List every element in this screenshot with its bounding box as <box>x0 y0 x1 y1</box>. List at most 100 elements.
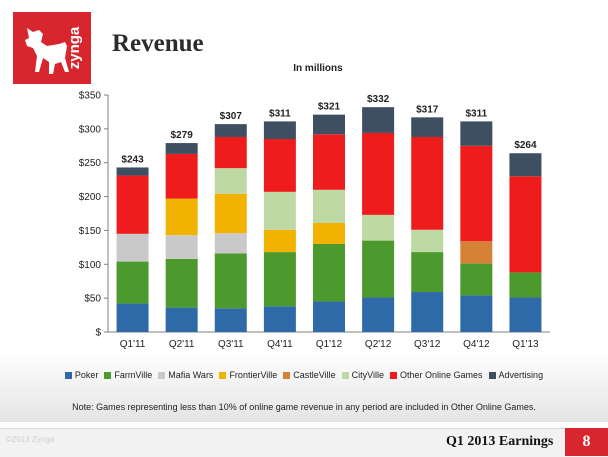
bar-segment <box>313 114 345 135</box>
bar-segment <box>214 193 247 234</box>
legend-swatch <box>283 371 291 379</box>
legend-label: Mafia Wars <box>168 370 214 380</box>
x-tick-label: Q4'11 <box>267 339 293 350</box>
bar-segment <box>165 198 198 236</box>
bar-segment <box>313 301 345 332</box>
total-label: $279 <box>171 130 194 141</box>
bar-segment <box>263 139 296 192</box>
x-tick-label: Q4'12 <box>463 339 490 350</box>
bar-segment <box>165 307 198 332</box>
total-label: $311 <box>269 108 291 119</box>
bottom-bar <box>0 428 608 457</box>
zynga-dog-icon: zynga <box>25 26 83 74</box>
legend-item: FrontierVille <box>219 370 277 380</box>
bar-segment <box>509 297 542 332</box>
x-tick-label: Q3'12 <box>414 339 441 350</box>
legend-label: Poker <box>74 370 99 380</box>
bar-segment <box>362 297 395 332</box>
x-tick-label: Q3'11 <box>218 339 244 350</box>
bar-segment <box>362 107 395 133</box>
y-tick-label: $300 <box>79 124 102 135</box>
x-tick-label: Q2'12 <box>365 339 392 350</box>
bar-segment <box>165 153 198 199</box>
x-tick-label: Q1'13 <box>512 339 539 350</box>
legend-label: CityVille <box>351 370 384 380</box>
legend-swatch <box>104 371 112 379</box>
total-label: $321 <box>318 102 341 113</box>
total-label: $311 <box>465 108 487 119</box>
logo-text: zynga <box>66 26 83 69</box>
y-tick-label: $250 <box>79 158 102 169</box>
bar-segment <box>263 229 296 253</box>
legend-label: Advertising <box>498 370 544 380</box>
y-tick-label: $200 <box>79 192 102 203</box>
bar-segment <box>411 136 444 230</box>
bar-segment <box>263 252 296 307</box>
footnote: Note: Games representing less than 10% o… <box>72 402 536 412</box>
bar-segment <box>214 308 247 332</box>
bar-segment <box>116 167 149 176</box>
legend-swatch <box>158 371 166 379</box>
bar-segment <box>263 306 296 332</box>
bar-segment <box>116 303 149 332</box>
bar-segment <box>460 241 493 264</box>
bar-segment <box>214 124 247 137</box>
bar-segment <box>411 292 444 332</box>
footer-band <box>0 350 608 422</box>
bar-segment <box>263 191 296 230</box>
legend-swatch <box>390 371 397 379</box>
legend-swatch <box>219 371 227 379</box>
bar-segment <box>116 233 149 262</box>
x-tick-label: Q1'12 <box>316 339 343 350</box>
bar-segment <box>313 189 345 223</box>
total-label: $317 <box>416 104 439 115</box>
bar-segment <box>411 229 444 253</box>
bar-segment <box>165 235 198 259</box>
bar-segment <box>313 134 345 190</box>
legend-swatch <box>64 371 72 379</box>
bar-segment <box>509 272 542 298</box>
chart-legend: Poker FarmVille Mafia Wars FrontierVille Cas… <box>0 368 608 382</box>
footer-title: Q1 2013 Earnings <box>446 434 554 449</box>
legend-item: FarmVille <box>104 370 152 380</box>
copyright-text: ©2013 Zynga <box>6 435 55 444</box>
bar-segment <box>460 145 493 242</box>
bar-segment <box>509 153 542 177</box>
y-tick-label: $50 <box>84 294 101 305</box>
bar-segment <box>411 252 444 293</box>
bar-segment <box>411 117 444 137</box>
bar-segment <box>509 176 542 273</box>
legend-item: Poker <box>64 370 99 380</box>
chart-subtitle: In millions <box>293 63 343 74</box>
bar-segment <box>116 175 149 234</box>
total-label: $264 <box>514 140 537 151</box>
bar-segment <box>362 240 395 298</box>
y-tick-label: $350 <box>79 91 102 102</box>
zynga-logo: zynga <box>13 12 91 84</box>
bar-segment <box>263 121 296 140</box>
legend-item: CityVille <box>341 370 384 380</box>
revenue-chart: In millions $ $50 $100 $150 $200 $250 $300 $350… <box>79 63 550 350</box>
bar-segment <box>362 214 395 241</box>
page-number: 8 <box>565 428 608 456</box>
legend-item: Other Online Games <box>390 370 483 380</box>
legend-swatch <box>488 371 496 379</box>
legend-item: CastleVille <box>283 370 336 380</box>
legend-item: Mafia Wars <box>158 370 213 380</box>
y-tick-label: $100 <box>79 260 102 271</box>
bar-segment <box>116 261 149 304</box>
bar-segment <box>313 243 345 302</box>
bar-segment <box>165 258 198 308</box>
legend-label: Other Online Games <box>400 370 483 380</box>
bar-segment <box>214 253 247 309</box>
plot-area: $ $50 $100 $150 $200 $250 $300 $350 $243 Q1'11 $27… <box>79 91 542 350</box>
total-label: $243 <box>121 154 144 165</box>
bar-segment <box>214 168 247 194</box>
legend-label: FrontierVille <box>229 370 278 380</box>
bar-segment <box>165 143 198 154</box>
total-label: $307 <box>220 111 243 122</box>
y-tick-label: $ <box>95 328 101 339</box>
y-tick-label: $150 <box>79 226 102 237</box>
x-tick-label: Q2'11 <box>169 339 195 350</box>
bar-segment <box>214 233 247 254</box>
